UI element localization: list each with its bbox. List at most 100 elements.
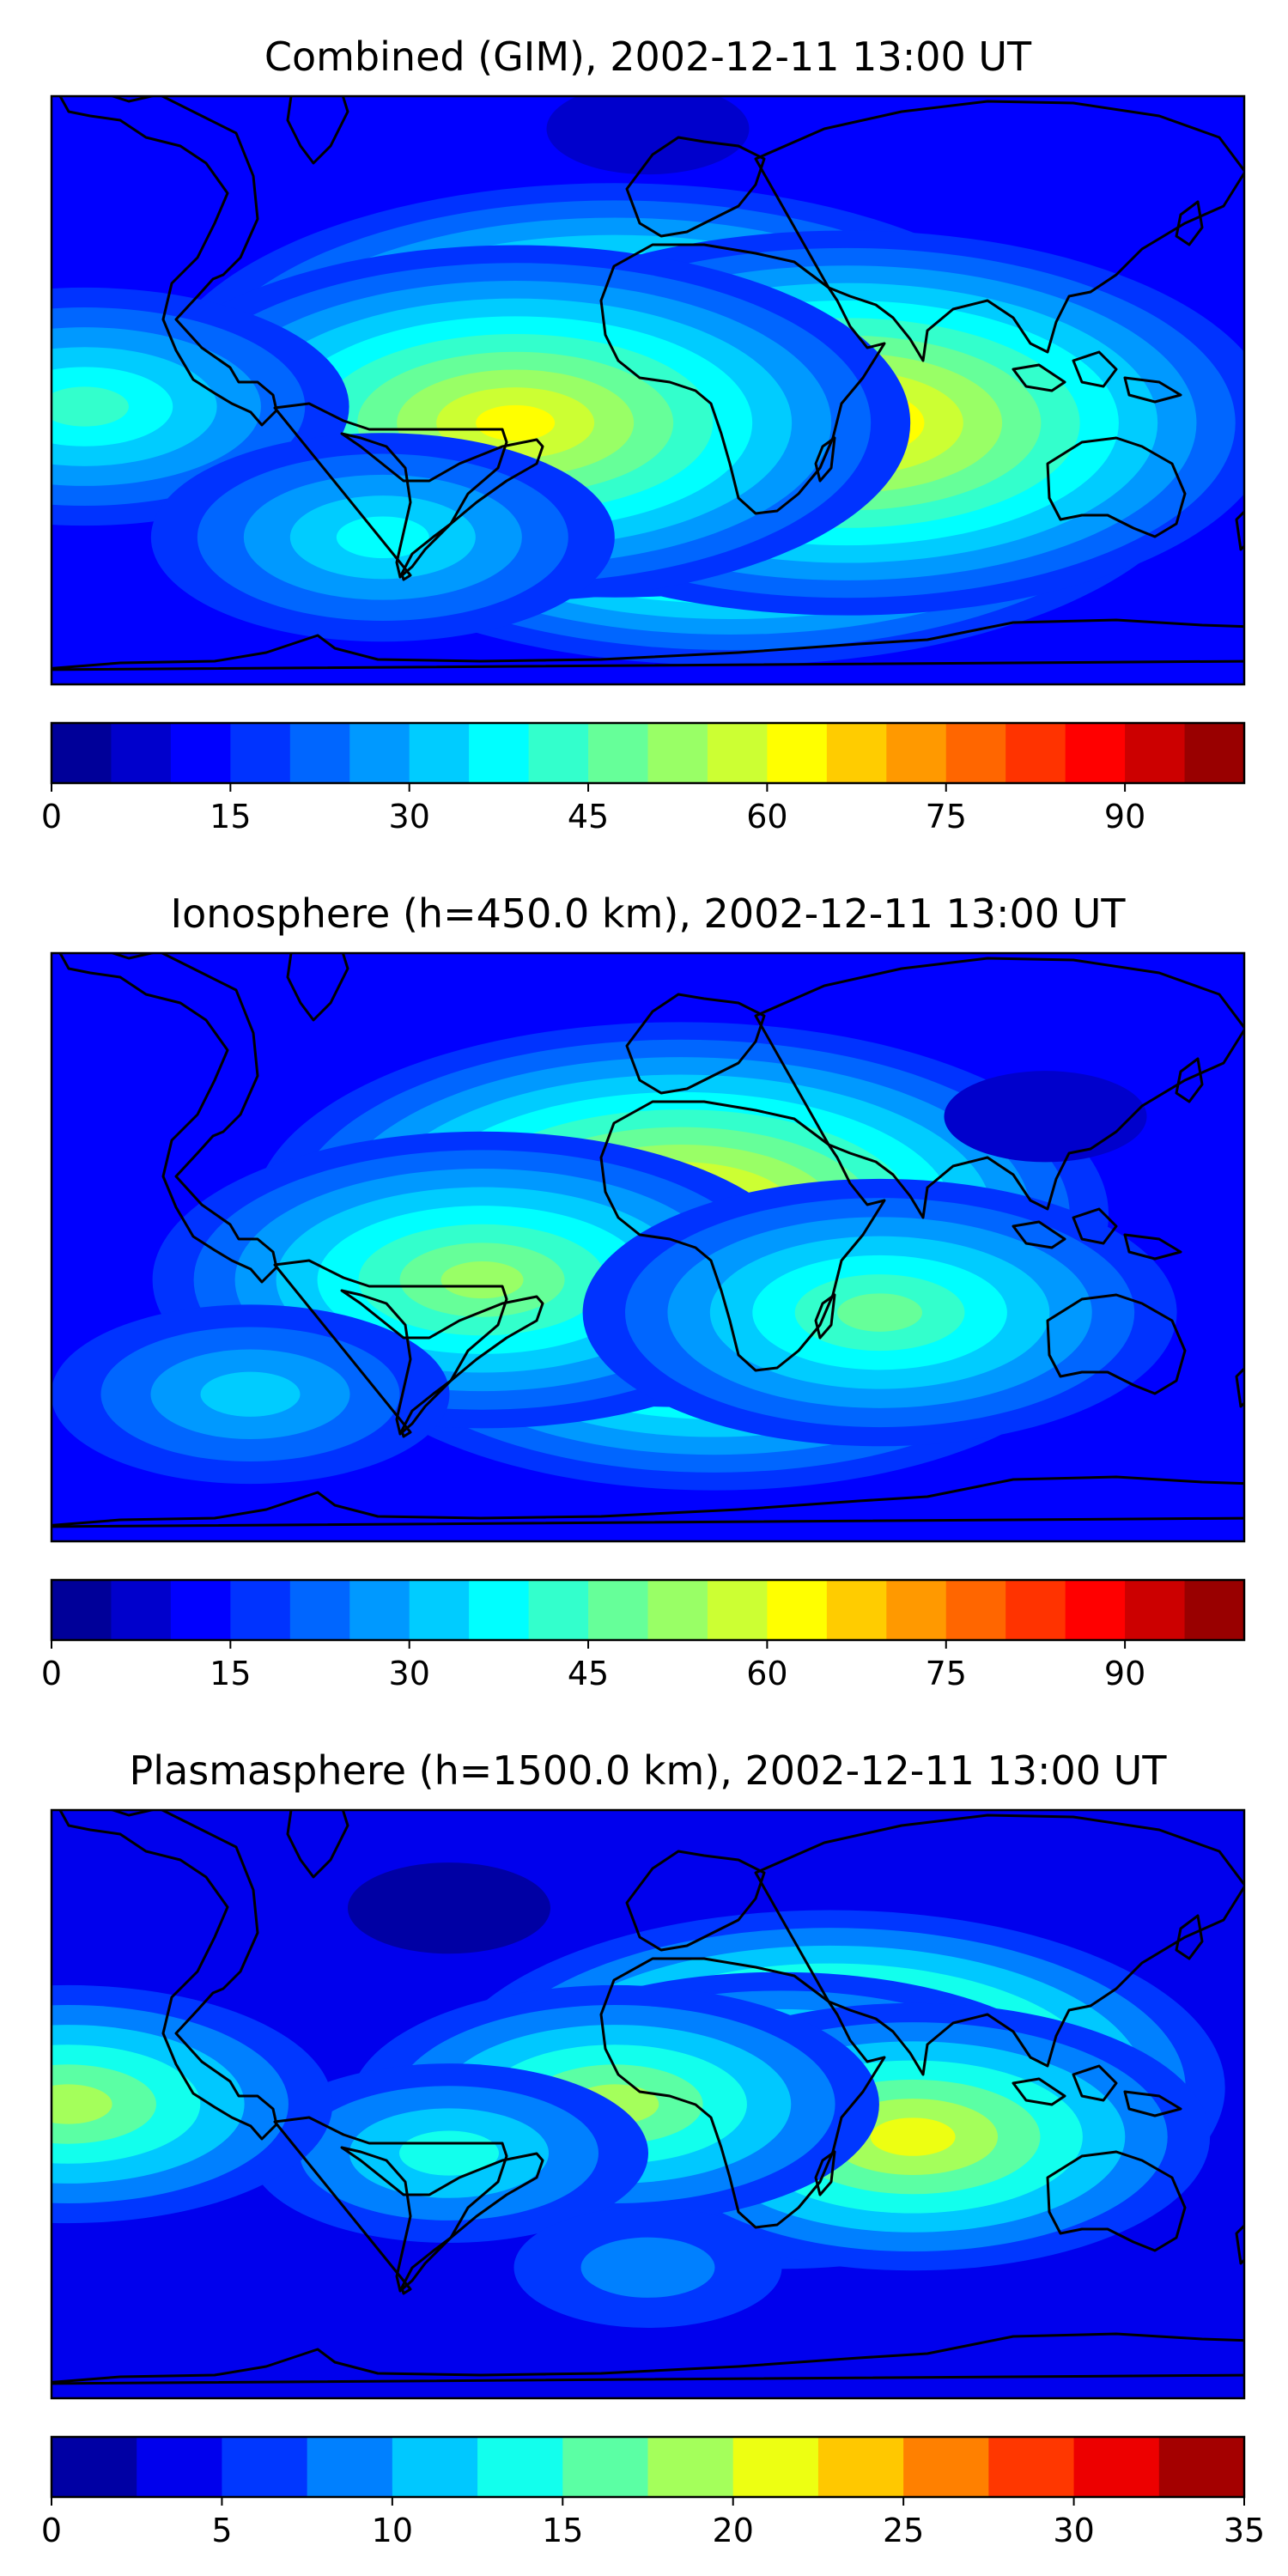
colorbar-bin [707, 723, 768, 783]
colorbar-bin [826, 1580, 887, 1640]
panel-2: Ionosphere (h=450.0 km), 2002-12-11 13:0… [41, 890, 1246, 1692]
contour-band [546, 96, 750, 175]
colorbar-tick-label: 5 [211, 2512, 232, 2549]
map-plot-area [52, 953, 1244, 1541]
contour-band [440, 1261, 524, 1299]
colorbar-tick-label: 60 [746, 798, 787, 835]
colorbar-bin [289, 723, 350, 783]
colorbar-bin [1125, 723, 1186, 783]
map-plot-area [52, 1810, 1244, 2398]
colorbar-bin [767, 1580, 828, 1640]
contour-band [52, 386, 129, 427]
colorbar-tick-label: 45 [568, 798, 609, 835]
colorbar-bin [647, 2437, 734, 2497]
colorbar-bin [528, 1580, 589, 1640]
colorbar-tick-label: 30 [389, 1655, 430, 1692]
contour-band [52, 2084, 112, 2124]
colorbar-bin [349, 1580, 410, 1640]
colorbar: 0 15 30 45 60 75 90 [41, 1578, 1246, 1692]
map-frame [50, 94, 1246, 686]
colorbar-bin [230, 1580, 291, 1640]
contour-band [837, 1293, 923, 1332]
colorbar-bin [477, 2437, 563, 2497]
colorbar-bin [170, 723, 231, 783]
colorbar-bin [52, 1580, 112, 1640]
colorbar-bin [988, 2437, 1075, 2497]
colorbar-tick-label: 30 [1053, 2512, 1094, 2549]
colorbar-bin [1184, 723, 1245, 783]
colorbar-bin [1065, 723, 1126, 783]
panel-title: Plasmasphere (h=1500.0 km), 2002-12-11 1… [130, 1747, 1168, 1794]
colorbar-bin [137, 2437, 222, 2497]
contour-band [200, 1371, 301, 1417]
colorbar-bin [588, 1580, 648, 1640]
colorbar-bin [945, 723, 1006, 783]
colorbar-tick-label: 15 [542, 2512, 583, 2549]
colorbar-frame [50, 1578, 1246, 1642]
colorbar-bin [1073, 2437, 1160, 2497]
contour-band [944, 1071, 1147, 1163]
colorbar-bin [409, 723, 470, 783]
colorbar-bin [469, 723, 530, 783]
colorbar-tick-label: 20 [713, 2512, 754, 2549]
colorbar-tick-label: 25 [883, 2512, 924, 2549]
colorbar-bin [307, 2437, 393, 2497]
panel-1: Combined (GIM), 2002-12-11 13:00 UT 0 15 30… [41, 33, 1246, 835]
colorbar-bin [1005, 1580, 1066, 1640]
colorbar-tick-label: 10 [372, 2512, 413, 2549]
colorbar-bin [409, 1580, 470, 1640]
colorbar-bin [647, 1580, 708, 1640]
colorbar-frame [50, 721, 1246, 785]
colorbar-tick-label: 0 [41, 1655, 62, 1692]
colorbar-bin [392, 2437, 478, 2497]
colorbar-bin [349, 723, 410, 783]
colorbar-bin [111, 1580, 172, 1640]
colorbar-bin [170, 1580, 231, 1640]
colorbar-bin [767, 723, 828, 783]
colorbar-tick-label: 15 [210, 798, 251, 835]
contour-band [476, 404, 556, 441]
colorbar-bin [111, 723, 172, 783]
colorbar-tick-label: 75 [926, 1655, 967, 1692]
colorbar-bin [230, 723, 291, 783]
panel-3: Plasmasphere (h=1500.0 km), 2002-12-11 1… [41, 1747, 1265, 2549]
colorbar-tick-label: 60 [746, 1655, 787, 1692]
colorbar: 0 15 30 45 60 75 90 [41, 721, 1246, 835]
colorbar-tick-label: 0 [41, 2512, 62, 2549]
colorbar-bin [222, 2437, 308, 2497]
colorbar-bin [647, 723, 708, 783]
colorbar-bin [886, 1580, 947, 1640]
panel-title: Combined (GIM), 2002-12-11 13:00 UT [264, 33, 1032, 80]
colorbar-bin [1158, 2437, 1245, 2497]
colorbar-bin [945, 1580, 1006, 1640]
colorbar-bin [52, 723, 112, 783]
contour-band [870, 2117, 956, 2156]
colorbar-bin [826, 723, 887, 783]
colorbar-bin [562, 2437, 648, 2497]
colorbar-tick-label: 15 [210, 1655, 251, 1692]
colorbar-bin [732, 2437, 819, 2497]
colorbar-tick-label: 45 [568, 1655, 609, 1692]
colorbar-bin [903, 2437, 989, 2497]
panel-title: Ionosphere (h=450.0 km), 2002-12-11 13:0… [171, 890, 1127, 937]
colorbar-tick-label: 75 [926, 798, 967, 835]
colorbar-tick-label: 30 [389, 798, 430, 835]
colorbar-bin [1005, 723, 1066, 783]
colorbar-bin [52, 2437, 137, 2497]
map-plot-area [52, 96, 1244, 684]
contour-band [348, 1862, 550, 1954]
colorbar-bin [588, 723, 648, 783]
colorbar-tick-label: 90 [1104, 798, 1145, 835]
colorbar-bin [1065, 1580, 1126, 1640]
colorbar-bin [469, 1580, 530, 1640]
colorbar-bin [528, 723, 589, 783]
colorbar-bin [1125, 1580, 1186, 1640]
map-frame [50, 951, 1246, 1543]
colorbar: 0 5 10 15 20 25 30 35 [41, 2435, 1265, 2549]
colorbar-bin [1184, 1580, 1245, 1640]
colorbar-tick-label: 0 [41, 798, 62, 835]
colorbar-bin [707, 1580, 768, 1640]
colorbar-tick-label: 35 [1224, 2512, 1265, 2549]
map-frame [50, 1808, 1246, 2400]
